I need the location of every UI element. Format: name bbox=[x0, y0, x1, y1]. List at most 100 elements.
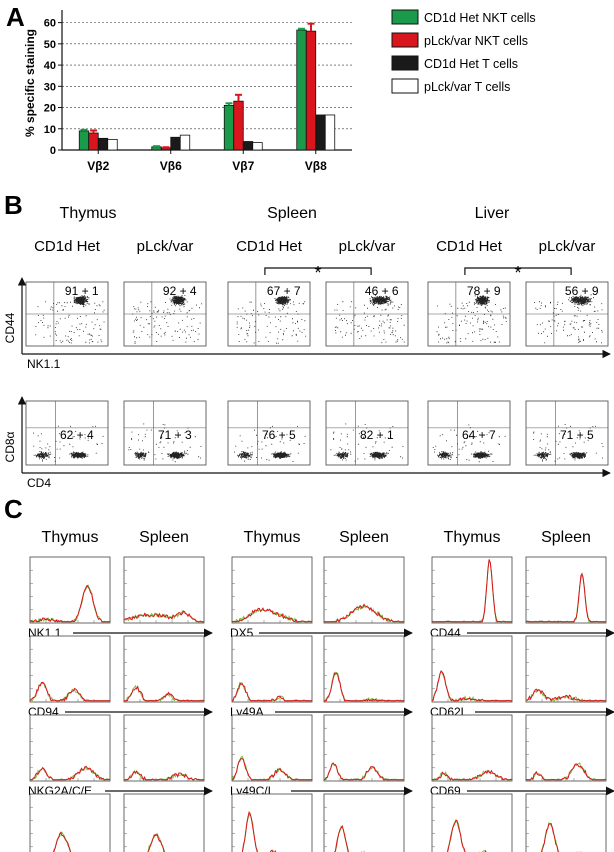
gate-percentage: 82 + 1 bbox=[360, 428, 394, 442]
panel-label-a: A bbox=[6, 2, 25, 32]
dotplot: 91 + 1 bbox=[25, 281, 109, 347]
y-tick-label: 20 bbox=[44, 103, 56, 115]
bar bbox=[223, 105, 235, 151]
plot-frame bbox=[525, 714, 607, 782]
histogram bbox=[431, 556, 513, 624]
bar bbox=[296, 29, 307, 151]
plot-frame bbox=[231, 556, 313, 624]
plot-frame bbox=[29, 793, 111, 852]
y-tick-label: 40 bbox=[44, 60, 56, 72]
plot-frame bbox=[123, 635, 205, 703]
bar bbox=[324, 114, 336, 151]
histogram-curve-red bbox=[124, 770, 205, 781]
gate-percentage: 76 + 5 bbox=[262, 428, 296, 442]
legend-swatch bbox=[391, 9, 419, 25]
dot-cloud bbox=[533, 424, 604, 462]
dotplot: 92 + 4 bbox=[123, 281, 207, 347]
dotplot: 46 + 6 bbox=[325, 281, 409, 347]
histogram bbox=[525, 635, 607, 703]
histogram-curve-red bbox=[124, 685, 205, 702]
dot-cloud bbox=[35, 295, 105, 344]
gate-percentage: 92 + 4 bbox=[163, 284, 197, 298]
histogram-curve-red bbox=[432, 559, 512, 623]
dotplot: 71 + 5 bbox=[525, 400, 609, 466]
histogram-curve-red bbox=[231, 607, 312, 623]
histogram bbox=[323, 635, 405, 703]
panel-label-c: C bbox=[4, 494, 23, 524]
plot-frame bbox=[123, 714, 205, 782]
histogram bbox=[525, 714, 607, 782]
y-tick-label: 60 bbox=[44, 18, 56, 30]
histogram bbox=[323, 793, 405, 852]
gate-percentage: 56 + 9 bbox=[565, 284, 599, 298]
x-tick-label: Vβ2 bbox=[87, 159, 109, 173]
panel-label-b: B bbox=[4, 190, 23, 220]
histogram-curve-red bbox=[29, 584, 111, 623]
plot-frame bbox=[431, 556, 513, 624]
column-header: Spleen bbox=[139, 529, 189, 546]
legend-label: pLck/var NKT cells bbox=[424, 34, 528, 48]
gate-percentage: 62 + 4 bbox=[60, 428, 94, 442]
x-axis-label: NK1.1 bbox=[27, 357, 61, 371]
dotplot: 64 + 7 bbox=[427, 400, 511, 466]
dot-cloud bbox=[132, 295, 203, 344]
legend-swatch bbox=[391, 55, 419, 71]
plot-frame bbox=[29, 714, 111, 782]
histogram bbox=[431, 635, 513, 703]
histogram-curve-red bbox=[431, 769, 513, 781]
significance-bracket bbox=[264, 267, 372, 275]
plot-frame bbox=[29, 635, 111, 703]
plot-frame bbox=[323, 714, 405, 782]
dotplot: 76 + 5 bbox=[227, 400, 311, 466]
bar bbox=[151, 146, 162, 151]
flow-cytometry-dotplots: Thymus Spleen Liver CD1d Het pLck/var CD1d He… bbox=[3, 205, 611, 490]
histogram bbox=[29, 793, 111, 852]
strain-header: CD1d Het bbox=[34, 238, 101, 255]
bar bbox=[179, 134, 191, 151]
bar bbox=[88, 132, 99, 151]
plot-frame bbox=[231, 635, 313, 703]
histogram-curve-red bbox=[30, 765, 111, 781]
histogram bbox=[525, 556, 607, 624]
significance-bracket bbox=[464, 267, 572, 275]
tissue-header: Liver bbox=[475, 205, 510, 222]
plot-frame bbox=[123, 556, 205, 624]
dotplot: 78 + 9 bbox=[427, 281, 511, 347]
column-header: Thymus bbox=[244, 529, 301, 546]
histogram-curve-red bbox=[432, 670, 512, 702]
legend-label: CD1d Het NKT cells bbox=[424, 11, 536, 25]
plot-frame bbox=[323, 635, 405, 703]
histogram bbox=[29, 556, 111, 624]
histogram bbox=[231, 714, 313, 782]
tissue-header: Thymus bbox=[60, 205, 117, 222]
histogram bbox=[123, 635, 205, 703]
histogram-curve-red bbox=[241, 810, 277, 852]
histogram-curve-red bbox=[231, 758, 312, 781]
bar bbox=[107, 138, 118, 151]
plot-frame bbox=[525, 793, 607, 852]
bar bbox=[315, 114, 326, 151]
plot-frame bbox=[123, 793, 205, 852]
histogram-curve-red bbox=[232, 682, 313, 702]
bar bbox=[242, 141, 254, 151]
x-tick-label: Vβ6 bbox=[160, 159, 182, 173]
histogram bbox=[123, 793, 205, 852]
histogram bbox=[123, 556, 205, 624]
histogram bbox=[323, 714, 405, 782]
strain-header: CD1d Het bbox=[436, 238, 503, 255]
plot-frame bbox=[323, 793, 405, 852]
bar bbox=[233, 100, 244, 151]
dot-cloud bbox=[436, 295, 507, 344]
histogram bbox=[29, 635, 111, 703]
gate-percentage: 91 + 1 bbox=[65, 284, 99, 298]
histogram-curve-red bbox=[525, 763, 607, 781]
bar bbox=[305, 30, 317, 151]
dotplot: 56 + 9 bbox=[525, 281, 609, 347]
histogram bbox=[231, 635, 313, 703]
bar bbox=[252, 142, 263, 151]
plot-frame bbox=[431, 714, 513, 782]
strain-header: pLck/var bbox=[137, 238, 194, 255]
y-tick-label: 30 bbox=[44, 81, 56, 93]
legend: CD1d Het NKT cells pLck/var NKT cells CD1d… bbox=[391, 9, 536, 94]
